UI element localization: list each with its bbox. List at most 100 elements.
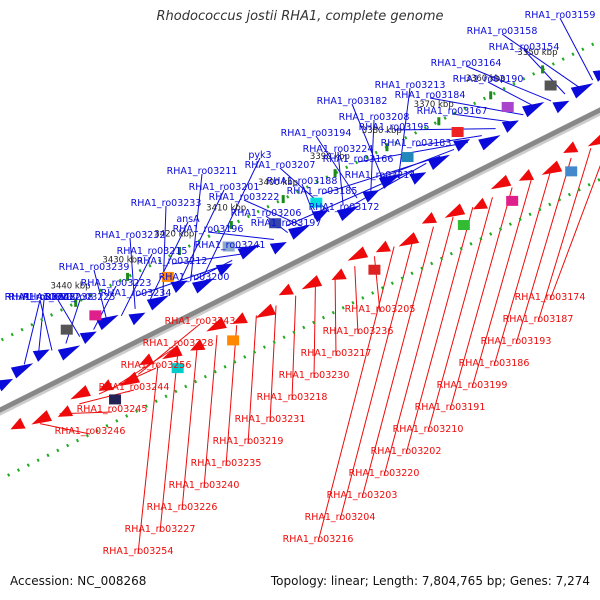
- reverse-gene-arrow[interactable]: [255, 303, 277, 319]
- reverse-gene-arrow[interactable]: [139, 353, 155, 365]
- forward-gene-label[interactable]: RHA1_ro03196: [173, 224, 244, 235]
- reverse-gene-label[interactable]: RHA1_ro03191: [415, 402, 486, 413]
- forward-gene-label[interactable]: RHA1_ro03211: [167, 166, 238, 177]
- forward-gene-arrow[interactable]: [552, 100, 570, 114]
- forward-gene-label[interactable]: RHA1_ro03242: [5, 292, 76, 303]
- forward-gene-label[interactable]: RHA1_ro03248: [5, 292, 76, 303]
- forward-gene-label[interactable]: RHA1_ro03234: [101, 288, 172, 299]
- forward-gene-label[interactable]: RHA1_ro03212: [137, 256, 208, 267]
- reverse-gene-arrow[interactable]: [331, 268, 347, 281]
- reverse-gene-arrow[interactable]: [301, 275, 323, 290]
- reverse-gene-arrow[interactable]: [57, 405, 74, 417]
- reverse-gene-arrow[interactable]: [472, 197, 489, 210]
- reverse-gene-label[interactable]: RHA1_ro03244: [99, 382, 170, 393]
- forward-gene-label[interactable]: RHA1_ro03185: [287, 186, 358, 197]
- forward-gene-arrow[interactable]: [32, 349, 50, 362]
- forward-gene-label[interactable]: RHA1_ro03207: [245, 160, 316, 171]
- forward-gene-label[interactable]: RHA1_ro03197: [251, 218, 322, 229]
- reverse-gene-arrow[interactable]: [587, 132, 600, 147]
- reverse-gene-label[interactable]: RHA1_ro03227: [125, 524, 196, 535]
- feature-block[interactable]: [310, 197, 323, 208]
- reverse-gene-label[interactable]: RHA1_ro03217: [301, 348, 372, 359]
- reverse-gene-label[interactable]: RHA1_ro03236: [323, 326, 394, 337]
- reverse-gene-arrow[interactable]: [98, 379, 114, 391]
- forward-gene-arrow[interactable]: [191, 278, 215, 294]
- reverse-gene-arrow[interactable]: [31, 410, 52, 425]
- forward-gene-arrow[interactable]: [96, 314, 119, 331]
- forward-gene-label[interactable]: RHA1_ro03208: [339, 112, 410, 123]
- forward-gene-label[interactable]: RHA1_ro03223: [81, 278, 152, 289]
- forward-gene-label[interactable]: RHA1_ro03213: [375, 80, 446, 91]
- reverse-gene-arrow[interactable]: [444, 203, 466, 218]
- forward-gene-label[interactable]: RHA1_ro03201: [189, 182, 260, 193]
- reverse-gene-arrow[interactable]: [232, 312, 248, 324]
- forward-gene-arrow[interactable]: [269, 242, 287, 255]
- forward-gene-arrow[interactable]: [237, 244, 260, 260]
- forward-gene-arrow[interactable]: [336, 205, 360, 221]
- forward-gene-label[interactable]: RHA1_ro03239: [59, 262, 130, 273]
- feature-block[interactable]: [222, 241, 235, 252]
- reverse-gene-arrow[interactable]: [375, 240, 391, 253]
- reverse-gene-label[interactable]: RHA1_ro03216: [283, 534, 354, 545]
- forward-gene-arrow[interactable]: [215, 263, 233, 277]
- forward-gene-label[interactable]: RHA1_ro03237: [9, 292, 80, 303]
- forward-gene-arrow[interactable]: [570, 83, 594, 99]
- reverse-gene-label[interactable]: RHA1_ro03174: [515, 292, 586, 303]
- reverse-gene-label[interactable]: RHA1_ro03220: [349, 468, 420, 479]
- reverse-gene-label[interactable]: RHA1_ro03203: [327, 490, 398, 501]
- forward-gene-label[interactable]: RHA1_ro03233: [131, 198, 202, 209]
- reverse-gene-arrow[interactable]: [190, 339, 206, 351]
- forward-gene-label[interactable]: RHA1_ro03241: [195, 240, 266, 251]
- reverse-gene-arrow[interactable]: [541, 160, 563, 175]
- forward-gene-label[interactable]: RHA1_ro03184: [395, 90, 466, 101]
- forward-gene-label[interactable]: RHA1_ro03195: [359, 122, 430, 133]
- forward-gene-arrow[interactable]: [478, 135, 501, 151]
- forward-gene-label[interactable]: RHA1_ro03159: [525, 10, 596, 21]
- reverse-gene-label[interactable]: RHA1_ro03205: [345, 304, 416, 315]
- forward-gene-arrow[interactable]: [128, 312, 146, 326]
- reverse-gene-label[interactable]: RHA1_ro03210: [393, 424, 464, 435]
- forward-gene-arrow[interactable]: [10, 363, 34, 379]
- feature-block[interactable]: [506, 195, 519, 206]
- reverse-gene-label[interactable]: RHA1_ro03246: [55, 426, 126, 437]
- feature-block[interactable]: [451, 127, 464, 138]
- forward-gene-arrow[interactable]: [79, 331, 97, 344]
- reverse-gene-label[interactable]: RHA1_ro03193: [481, 336, 552, 347]
- forward-gene-arrow[interactable]: [427, 154, 451, 171]
- reverse-gene-label[interactable]: RHA1_ro03231: [235, 414, 306, 425]
- reverse-gene-label[interactable]: RHA1_ro03199: [437, 380, 508, 391]
- forward-gene-arrow[interactable]: [362, 190, 380, 203]
- forward-gene-label[interactable]: RHA1_ro03154: [489, 42, 560, 53]
- forward-gene-label[interactable]: RHA1_ro03194: [281, 128, 352, 139]
- feature-block[interactable]: [89, 310, 102, 321]
- reverse-gene-arrow[interactable]: [490, 174, 512, 190]
- forward-gene-arrow[interactable]: [170, 280, 188, 293]
- reverse-gene-label[interactable]: RHA1_ro03243: [165, 316, 236, 327]
- reverse-gene-label[interactable]: RHA1_ro03226: [147, 502, 218, 513]
- forward-gene-label[interactable]: RHA1_ro03182: [317, 96, 388, 107]
- reverse-gene-arrow[interactable]: [162, 344, 183, 360]
- forward-gene-label[interactable]: RHA1_ro03206: [231, 208, 302, 219]
- forward-gene-arrow[interactable]: [378, 173, 402, 189]
- feature-block[interactable]: [227, 335, 240, 346]
- forward-gene-label[interactable]: RHA1_ro03183: [381, 138, 452, 149]
- feature-block[interactable]: [401, 152, 414, 163]
- forward-gene-label[interactable]: RHA1_ro03190: [453, 74, 524, 85]
- reverse-gene-label[interactable]: RHA1_ro03218: [257, 392, 328, 403]
- reverse-gene-label[interactable]: RHA1_ro03202: [371, 446, 442, 457]
- reverse-gene-arrow[interactable]: [278, 283, 294, 296]
- reverse-gene-label[interactable]: RHA1_ro03219: [213, 436, 284, 447]
- forward-gene-label[interactable]: RHA1_ro03158: [467, 26, 538, 37]
- forward-gene-label[interactable]: RHA1_ro03172: [309, 202, 380, 213]
- forward-gene-label[interactable]: RHA1_ro03232: [95, 230, 166, 241]
- forward-gene-label[interactable]: RHA1_ro03188: [267, 176, 338, 187]
- reverse-gene-arrow[interactable]: [347, 246, 369, 261]
- feature-block[interactable]: [60, 324, 73, 335]
- reverse-gene-label[interactable]: RHA1_ro03228: [143, 338, 214, 349]
- forward-gene-arrow[interactable]: [453, 139, 471, 152]
- forward-gene-label[interactable]: RHA1_ro03166: [323, 154, 394, 165]
- forward-gene-label[interactable]: RHA1_ro03164: [431, 58, 502, 69]
- feature-block[interactable]: [368, 264, 381, 275]
- reverse-gene-label[interactable]: RHA1_ro03186: [459, 358, 530, 369]
- forward-gene-label[interactable]: RHA1_ro03200: [159, 272, 230, 283]
